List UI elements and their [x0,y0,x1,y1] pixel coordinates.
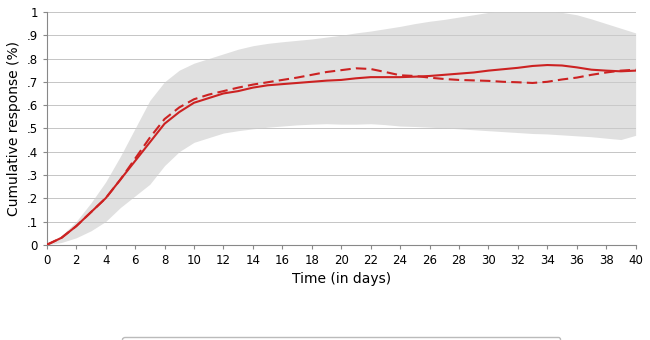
X-axis label: Time (in days): Time (in days) [292,272,391,286]
Y-axis label: Cumulative response (%): Cumulative response (%) [7,41,21,216]
Legend: Rotterdam: negative shock, Rotterdam: positive shock: Rotterdam: negative shock, Rotterdam: po… [122,337,560,340]
